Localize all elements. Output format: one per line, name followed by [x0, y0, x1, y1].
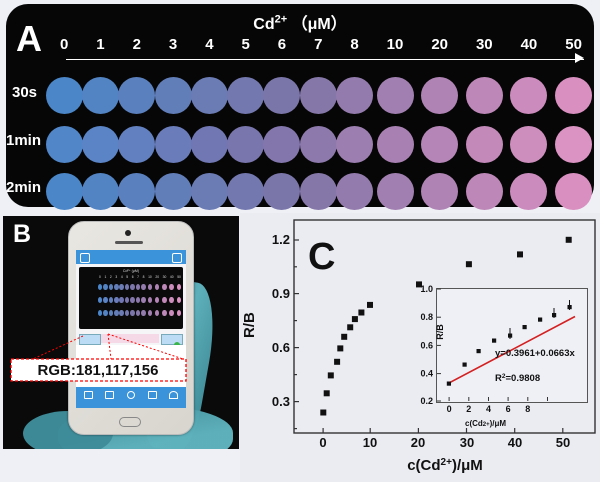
svg-text:0.6: 0.6: [272, 340, 290, 355]
svg-text:10: 10: [363, 435, 377, 450]
svg-text:8: 8: [525, 404, 530, 414]
svg-text:20: 20: [411, 435, 425, 450]
svg-text:50: 50: [556, 435, 570, 450]
svg-text:0: 0: [447, 404, 452, 414]
svg-text:1.2: 1.2: [272, 232, 290, 247]
svg-text:40: 40: [508, 435, 522, 450]
svg-text:30: 30: [460, 435, 474, 450]
svg-text:6: 6: [506, 404, 511, 414]
svg-text:0.2: 0.2: [420, 396, 433, 406]
svg-text:0.6: 0.6: [420, 340, 433, 350]
svg-text:0: 0: [319, 435, 326, 450]
svg-text:c(Cd2+)/μM: c(Cd2+)/μM: [407, 457, 483, 475]
svg-text:1.0: 1.0: [420, 284, 433, 294]
svg-text:y=0.3961+0.0663x: y=0.3961+0.0663x: [495, 348, 575, 359]
svg-text:R/B: R/B: [241, 312, 258, 338]
svg-text:4: 4: [486, 404, 491, 414]
svg-text:0.3: 0.3: [272, 394, 290, 409]
svg-text:0.8: 0.8: [420, 312, 433, 322]
svg-text:R2=0.9808: R2=0.9808: [495, 373, 540, 385]
svg-text:2: 2: [466, 404, 471, 414]
svg-text:0.4: 0.4: [420, 369, 433, 379]
svg-text:0.9: 0.9: [272, 286, 290, 301]
svg-text:C: C: [308, 236, 335, 278]
